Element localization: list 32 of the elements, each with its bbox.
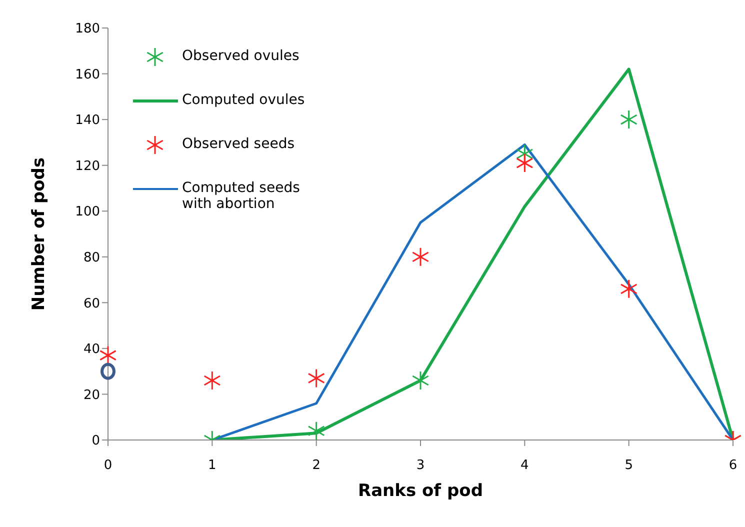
y-tick-label: 140 bbox=[75, 113, 100, 128]
point bbox=[516, 153, 534, 173]
y-tick-label: 0 bbox=[92, 434, 100, 449]
y-tick-label: 40 bbox=[83, 342, 100, 358]
point bbox=[100, 362, 116, 380]
point bbox=[412, 247, 430, 267]
legend-label: Computed ovules bbox=[182, 92, 306, 108]
point bbox=[308, 368, 325, 388]
x-tick-label: 2 bbox=[312, 458, 320, 474]
legend-label: Observed seeds bbox=[182, 136, 296, 152]
y-tick-label: 100 bbox=[75, 204, 100, 220]
legend-label: Observed ovules bbox=[182, 48, 300, 64]
y-tick-label: 160 bbox=[75, 67, 100, 82]
point bbox=[620, 110, 638, 130]
y-tick-label: 80 bbox=[83, 250, 100, 266]
point bbox=[620, 279, 638, 299]
point bbox=[308, 421, 325, 440]
y-tick-label: 120 bbox=[75, 158, 100, 174]
y-tick-label: 60 bbox=[83, 296, 100, 312]
y-tick-label: 20 bbox=[83, 388, 100, 403]
x-tick-label: 4 bbox=[520, 458, 529, 474]
point bbox=[412, 370, 430, 390]
x-axis-title: Ranks of pod bbox=[358, 481, 484, 501]
y-tick-label: 180 bbox=[75, 22, 100, 37]
y-axis-title: Number of pods bbox=[29, 157, 50, 311]
x-tick-label: 5 bbox=[624, 458, 633, 474]
x-tick-label: 6 bbox=[728, 458, 738, 474]
point bbox=[204, 370, 221, 390]
x-tick-label: 3 bbox=[416, 458, 425, 474]
x-tick-label: 0 bbox=[104, 458, 112, 474]
x-tick-label: 1 bbox=[208, 458, 216, 474]
legend-label: Computed seeds with abortion bbox=[182, 180, 301, 212]
